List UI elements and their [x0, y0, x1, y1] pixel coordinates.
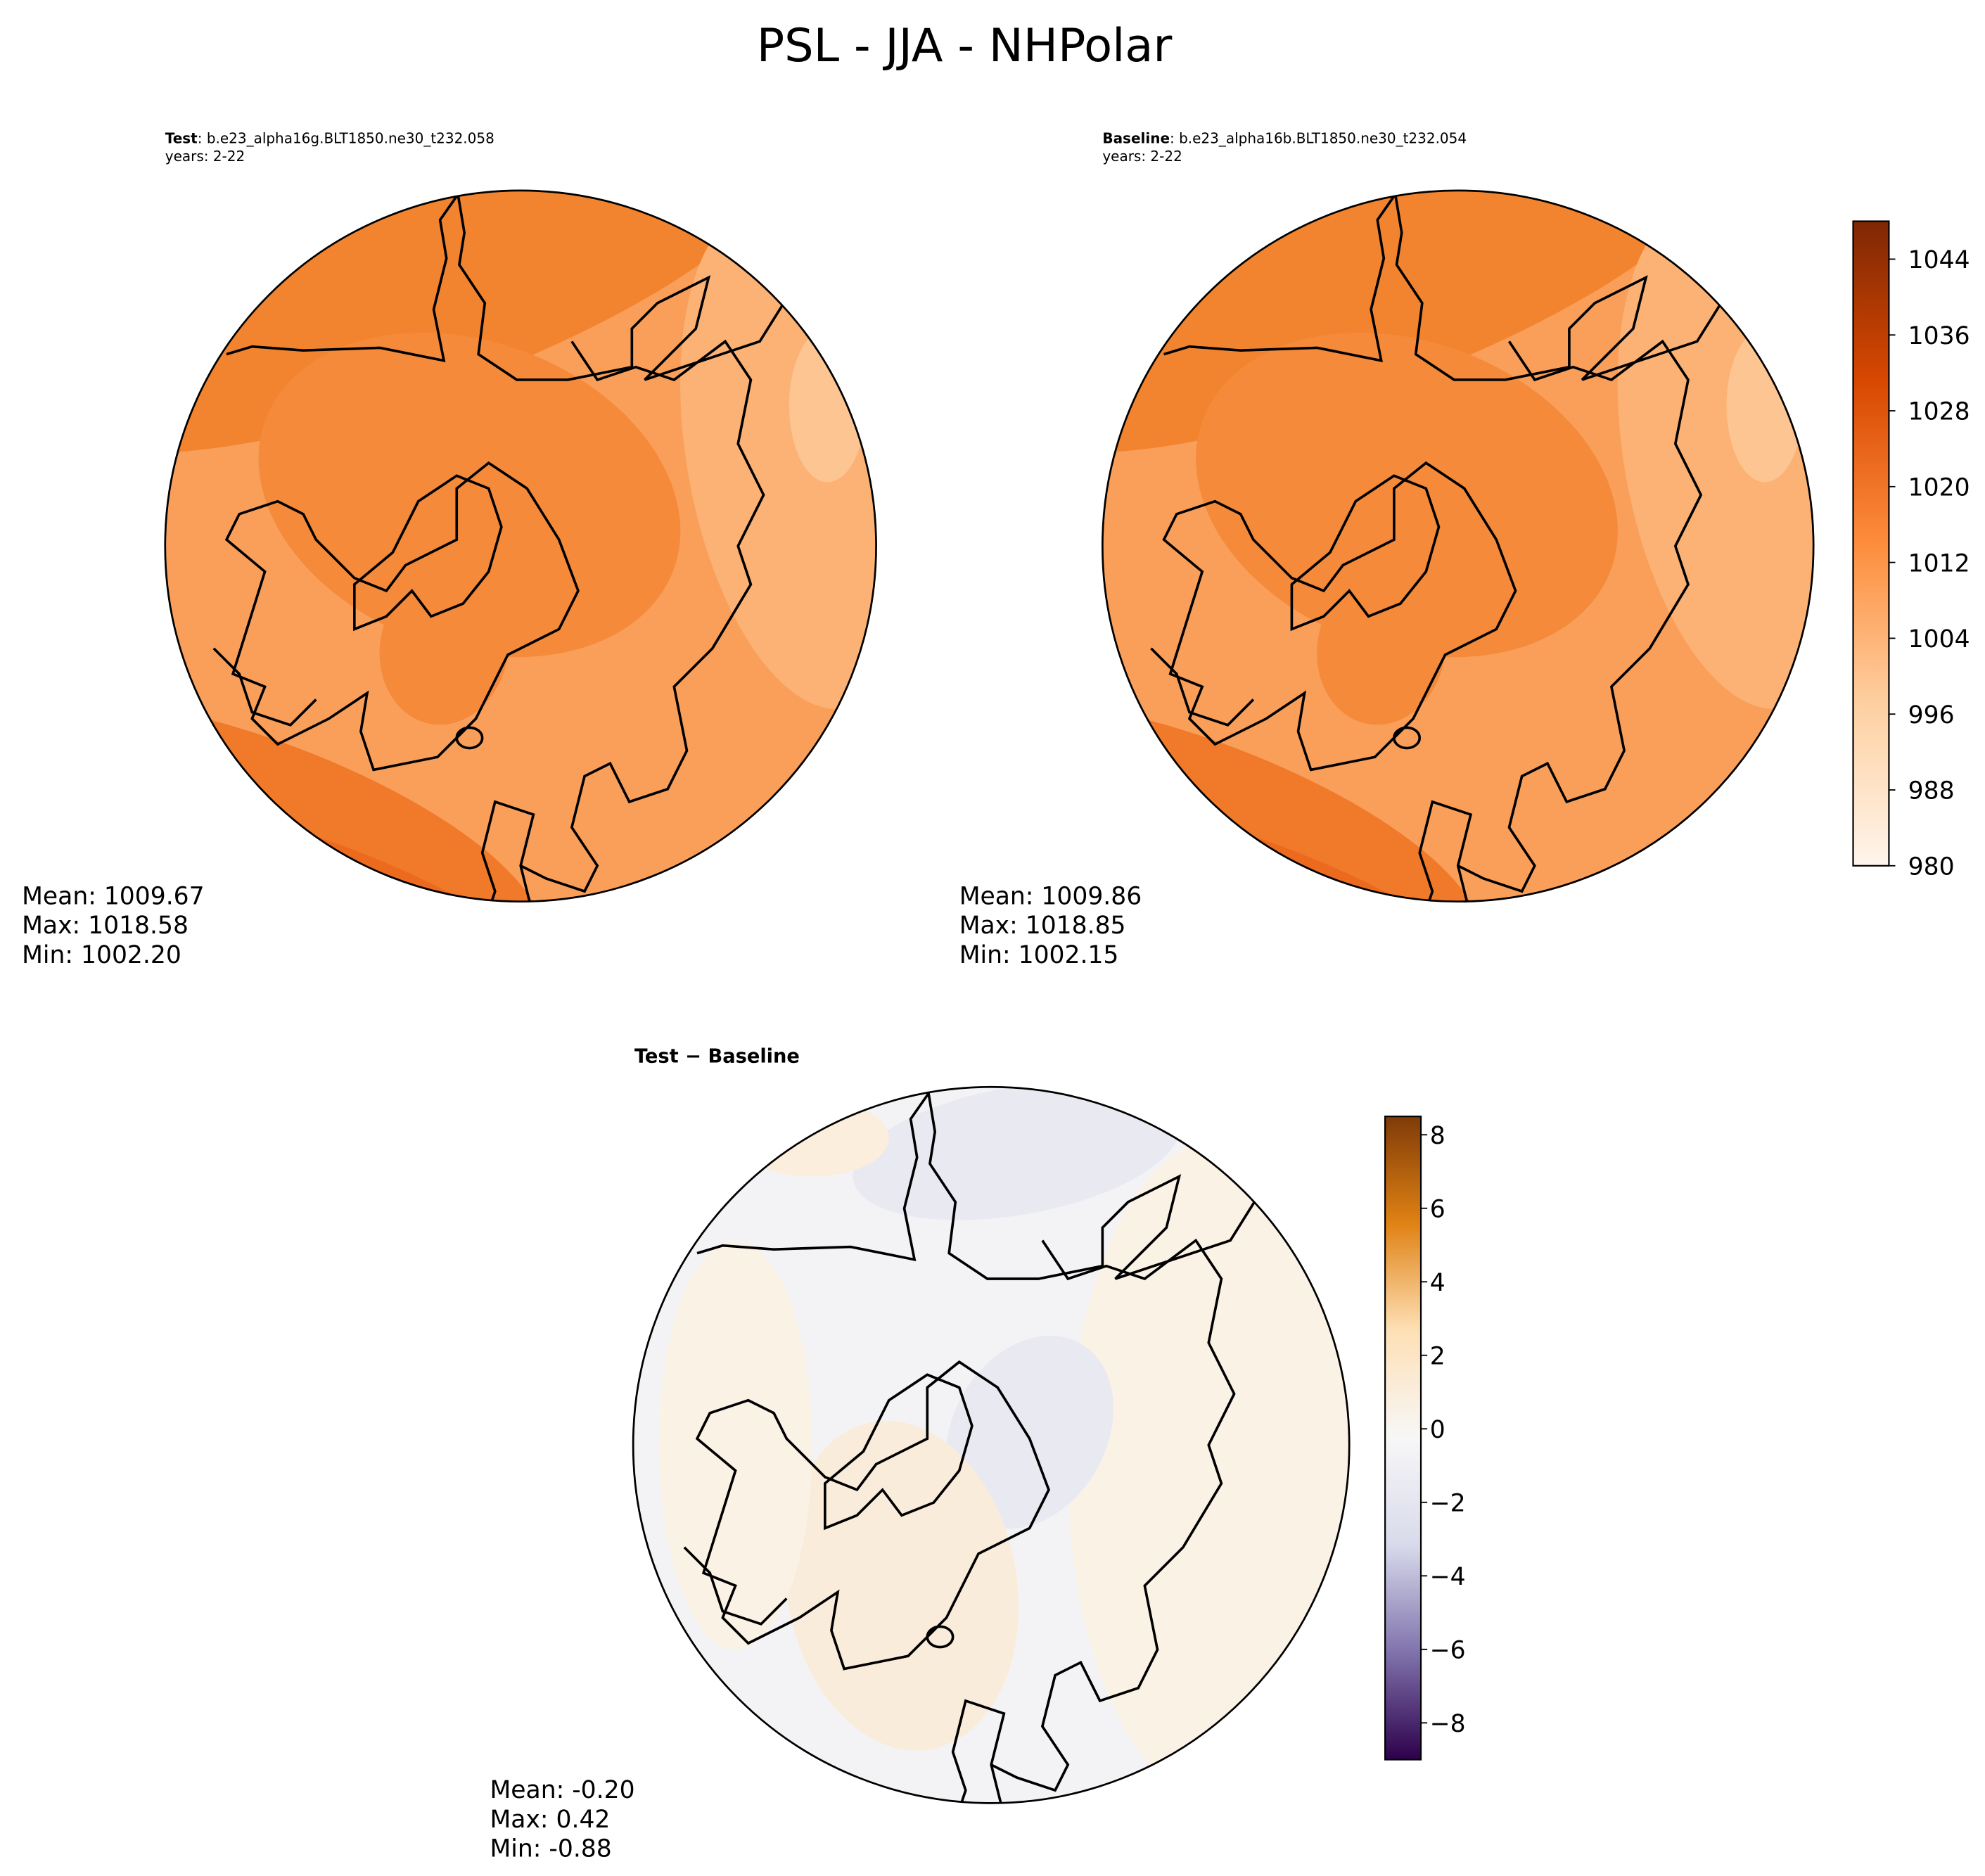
colorbar-tick-label: 1020	[1908, 474, 1970, 502]
panel-stat: Max: 0.42	[490, 1806, 611, 1834]
coastline	[683, 1090, 1289, 1804]
colorbar	[1852, 220, 1890, 867]
panel-title-bold: Baseline	[1102, 130, 1170, 147]
panel-stat: Mean: 1009.67	[22, 882, 205, 910]
panel-stat: Max: 1018.85	[959, 912, 1126, 940]
map-boundary	[632, 1085, 1351, 1804]
panel-title: Test: b.e23_alpha16g.BLT1850.ne30_t232.0…	[165, 130, 494, 147]
colorbar-tick-label: 6	[1430, 1195, 1445, 1223]
colorbar-tick-label: −2	[1430, 1490, 1466, 1518]
contour-region	[165, 190, 781, 453]
map-boundary	[1101, 189, 1815, 903]
coastline	[1150, 191, 1756, 902]
contour-region	[1068, 1138, 1350, 1804]
colorbar	[1384, 1116, 1422, 1761]
colorbar-tick-label: 988	[1908, 777, 1955, 805]
map	[633, 1087, 1350, 1804]
panel-title-bold: Test − Baseline	[634, 1046, 800, 1068]
panel-subtitle: years: 2-22	[1102, 148, 1182, 165]
colorbar-tick-label: 0	[1430, 1416, 1445, 1444]
colorbar-tick-label: 2	[1430, 1342, 1445, 1370]
contour-region	[379, 572, 509, 725]
panel-stat: Min: -0.88	[490, 1835, 612, 1863]
colorbar-tick-label: −8	[1430, 1710, 1466, 1738]
map-boundary	[164, 189, 877, 903]
contour-region	[853, 1087, 1181, 1220]
panel-title: Test − Baseline	[634, 1046, 800, 1068]
panel-title-text: : b.e23_alpha16g.BLT1850.ne30_t232.058	[198, 130, 494, 147]
contour-region	[1102, 190, 1718, 453]
panel-stat: Mean: -0.20	[490, 1776, 635, 1804]
colorbar-tick-label: 1028	[1908, 398, 1970, 426]
panel-subtitle: years: 2-22	[165, 148, 245, 165]
contour-region	[658, 1240, 812, 1650]
contour-region	[789, 328, 867, 483]
colorbar-tick-label: 1044	[1908, 246, 1970, 274]
panel-stat: Min: 1002.15	[959, 941, 1119, 969]
coastline	[212, 191, 819, 902]
colorbar-tick-label: 1012	[1908, 549, 1970, 578]
colorbar-tick-label: 1036	[1908, 322, 1970, 350]
colorbar-tick-label: 980	[1908, 853, 1955, 881]
contour-region	[735, 1099, 889, 1177]
panel-stat: Min: 1002.20	[22, 941, 181, 969]
panel-title: Baseline: b.e23_alpha16b.BLT1850.ne30_t2…	[1102, 130, 1467, 147]
colorbar-tick-label: −6	[1430, 1637, 1466, 1665]
colorbar-tick-label: 8	[1430, 1122, 1445, 1150]
figure-title: PSL - JJA - NHPolar	[757, 19, 1173, 72]
colorbar-tick-label: 4	[1430, 1269, 1445, 1297]
colorbar-tick-label: 996	[1908, 701, 1955, 729]
panel-title-text: : b.e23_alpha16b.BLT1850.ne30_t232.054	[1170, 130, 1467, 147]
panel-stat: Max: 1018.58	[22, 912, 189, 940]
panel-title-bold: Test	[165, 130, 198, 147]
contour-region	[1726, 328, 1804, 483]
contour-region	[945, 1335, 1113, 1529]
panel-stat: Mean: 1009.86	[959, 882, 1142, 910]
colorbar-tick-label: 1004	[1908, 625, 1970, 653]
colorbar-tick-label: −4	[1430, 1563, 1466, 1591]
contour-region	[1317, 572, 1446, 725]
